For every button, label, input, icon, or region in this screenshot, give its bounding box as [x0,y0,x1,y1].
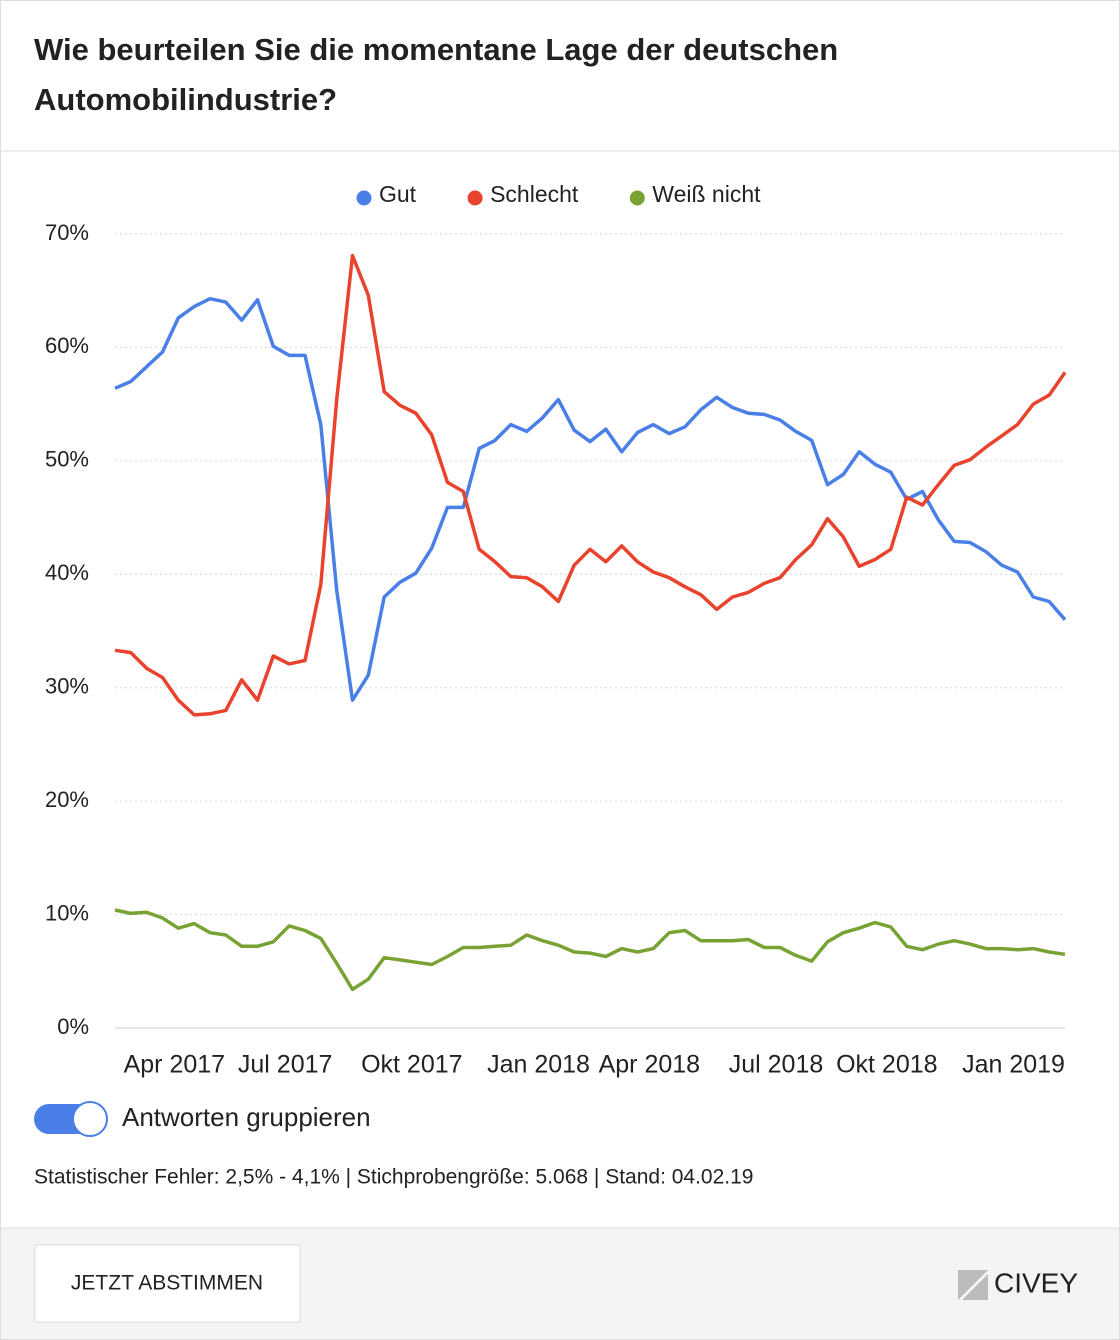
button-label[interactable]: JETZT ABSTIMMEN [71,1272,263,1295]
x-tick-label: Apr 2017 [124,1051,225,1079]
button-box[interactable] [34,1244,301,1323]
x-tick-label: Apr 2018 [599,1051,700,1079]
toggle-knob[interactable] [72,1101,108,1137]
legend-label: Schlecht [490,181,579,207]
x-tick-label: Jan 2018 [487,1051,590,1079]
y-tick-label: 30% [45,674,89,699]
legend-label: Gut [379,181,417,207]
legend: Gut Schlecht Weiß nicht [356,181,761,207]
y-tick-label: 60% [45,333,89,358]
vote-button[interactable]: JETZT ABSTIMMEN [34,1244,301,1323]
legend-dot [356,190,372,206]
y-tick-label: 20% [45,787,89,812]
toggle[interactable] [34,1101,108,1137]
legend-label: Weiß nicht [652,181,761,207]
x-tick-label: Jul 2017 [238,1051,333,1079]
legend-dot [467,190,483,206]
legend-dot [629,190,645,206]
x-tick-label: Okt 2018 [836,1051,937,1079]
chart-title: Wie beurteilen Sie die momentane Lage de… [34,32,838,117]
logo-icon [958,1270,988,1300]
y-tick-label: 70% [45,220,89,245]
footnote: Statistischer Fehler: 2,5% - 4,1% | Stic… [34,1166,754,1189]
series-line [114,908,1066,992]
y-tick-label: 50% [45,447,89,472]
y-tick-label: 10% [45,900,89,925]
y-tick-label: 40% [45,560,89,585]
x-tick-label: Okt 2017 [361,1051,462,1079]
series-line [114,253,1067,717]
x-tick-label: Jul 2018 [729,1051,824,1079]
y-tick-label: 0% [57,1014,89,1039]
toggle-label: Antworten gruppieren [122,1102,371,1132]
logo: CIVEY [994,1267,1078,1298]
x-tick-label: Jan 2019 [962,1051,1065,1079]
